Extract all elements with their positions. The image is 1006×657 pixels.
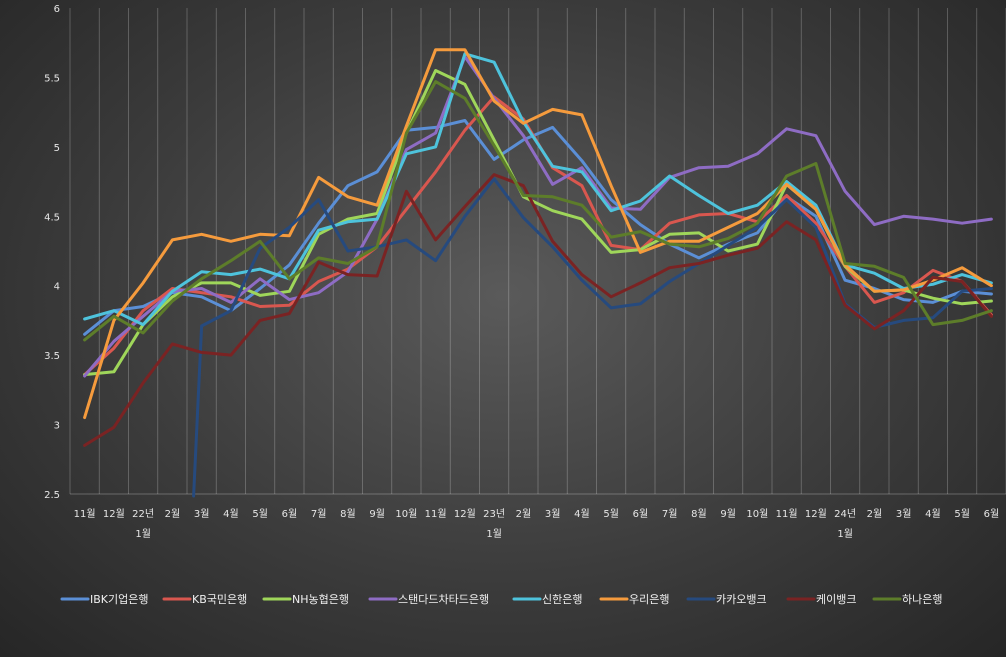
legend-label: 하나은행 xyxy=(902,592,942,606)
y-axis-tick-labels: 2.5 3 3.5 4 4.5 5 5.5 6 xyxy=(44,4,60,501)
legend-label: 스탠다드차타드은행 xyxy=(398,593,489,606)
x-tick-label: 1월 xyxy=(135,528,151,540)
x-tick-label: 23년 xyxy=(483,508,505,520)
x-tick-label: 5월 xyxy=(603,508,619,520)
x-tick-label: 24년 xyxy=(834,508,856,520)
x-tick-label: 5월 xyxy=(954,508,970,520)
x-tick-label: 6월 xyxy=(282,508,298,520)
x-tick-label: 2월 xyxy=(165,508,181,520)
x-tick-label: 5월 xyxy=(252,508,268,520)
legend-label: NH농협은행 xyxy=(292,593,349,606)
legend-label: KB국민은행 xyxy=(192,593,247,606)
x-tick-label: 7월 xyxy=(662,508,678,520)
legend-label: IBK기업은행 xyxy=(90,593,148,606)
legend-label: 신한은행 xyxy=(542,593,582,606)
series-line xyxy=(83,80,993,342)
y-tick-label: 4.5 xyxy=(44,212,60,223)
x-tick-label: 4월 xyxy=(925,508,941,520)
x-tick-label: 8월 xyxy=(340,508,356,520)
x-tick-label: 1월 xyxy=(486,528,502,540)
x-tick-label: 6월 xyxy=(633,508,649,520)
legend-label: 케이뱅크 xyxy=(816,593,856,606)
x-tick-label: 8월 xyxy=(691,508,707,520)
y-tick-label: 5 xyxy=(54,143,60,154)
y-tick-label: 6 xyxy=(54,4,60,15)
series-line xyxy=(83,173,993,447)
legend-label: 카카오뱅크 xyxy=(716,593,767,606)
x-tick-label: 7월 xyxy=(311,508,327,520)
x-tick-label: 6월 xyxy=(984,508,1000,520)
x-tick-label: 2월 xyxy=(516,508,532,520)
y-tick-label: 3.5 xyxy=(44,351,60,362)
x-tick-label: 3월 xyxy=(194,508,210,520)
x-tick-label: 9월 xyxy=(720,508,736,520)
y-tick-label: 3 xyxy=(54,421,60,432)
legend: IBK기업은행 KB국민은행 NH농협은행 스탠다드차타드은행 신한은행 우리은행 카카오뱅… xyxy=(60,592,942,606)
x-tick-label: 4월 xyxy=(574,508,590,520)
series-line xyxy=(83,48,993,420)
x-tick-label: 4월 xyxy=(223,508,239,520)
x-tick-label: 12월 xyxy=(805,508,827,520)
x-tick-label: 1월 xyxy=(837,528,853,540)
series-line xyxy=(192,177,993,498)
x-tick-label: 10월 xyxy=(746,508,768,520)
x-tick-label: 2월 xyxy=(867,508,883,520)
x-tick-label: 11월 xyxy=(74,508,96,520)
x-tick-label: 11월 xyxy=(776,508,798,520)
x-tick-label: 11월 xyxy=(425,508,447,520)
x-tick-label: 3월 xyxy=(545,508,561,520)
x-tick-label: 22년 xyxy=(132,508,154,520)
y-tick-label: 2.5 xyxy=(44,490,60,501)
x-axis-tick-labels: 11월 12월 22년 1월 2월 3월 4월 5월 6월 7월 8월 9월 10월 11월 12월 23년 1… xyxy=(74,508,1000,540)
series-line xyxy=(83,119,993,336)
gridlines xyxy=(69,8,1006,495)
x-tick-label: 12월 xyxy=(454,508,476,520)
x-tick-label: 10월 xyxy=(395,508,417,520)
x-tick-label: 9월 xyxy=(369,508,385,520)
x-tick-label: 3월 xyxy=(896,508,912,520)
series-lines xyxy=(83,48,993,498)
y-tick-label: 5.5 xyxy=(44,73,60,84)
legend-label: 우리은행 xyxy=(629,593,669,606)
y-tick-label: 4 xyxy=(54,282,60,293)
x-tick-label: 12월 xyxy=(103,508,125,520)
